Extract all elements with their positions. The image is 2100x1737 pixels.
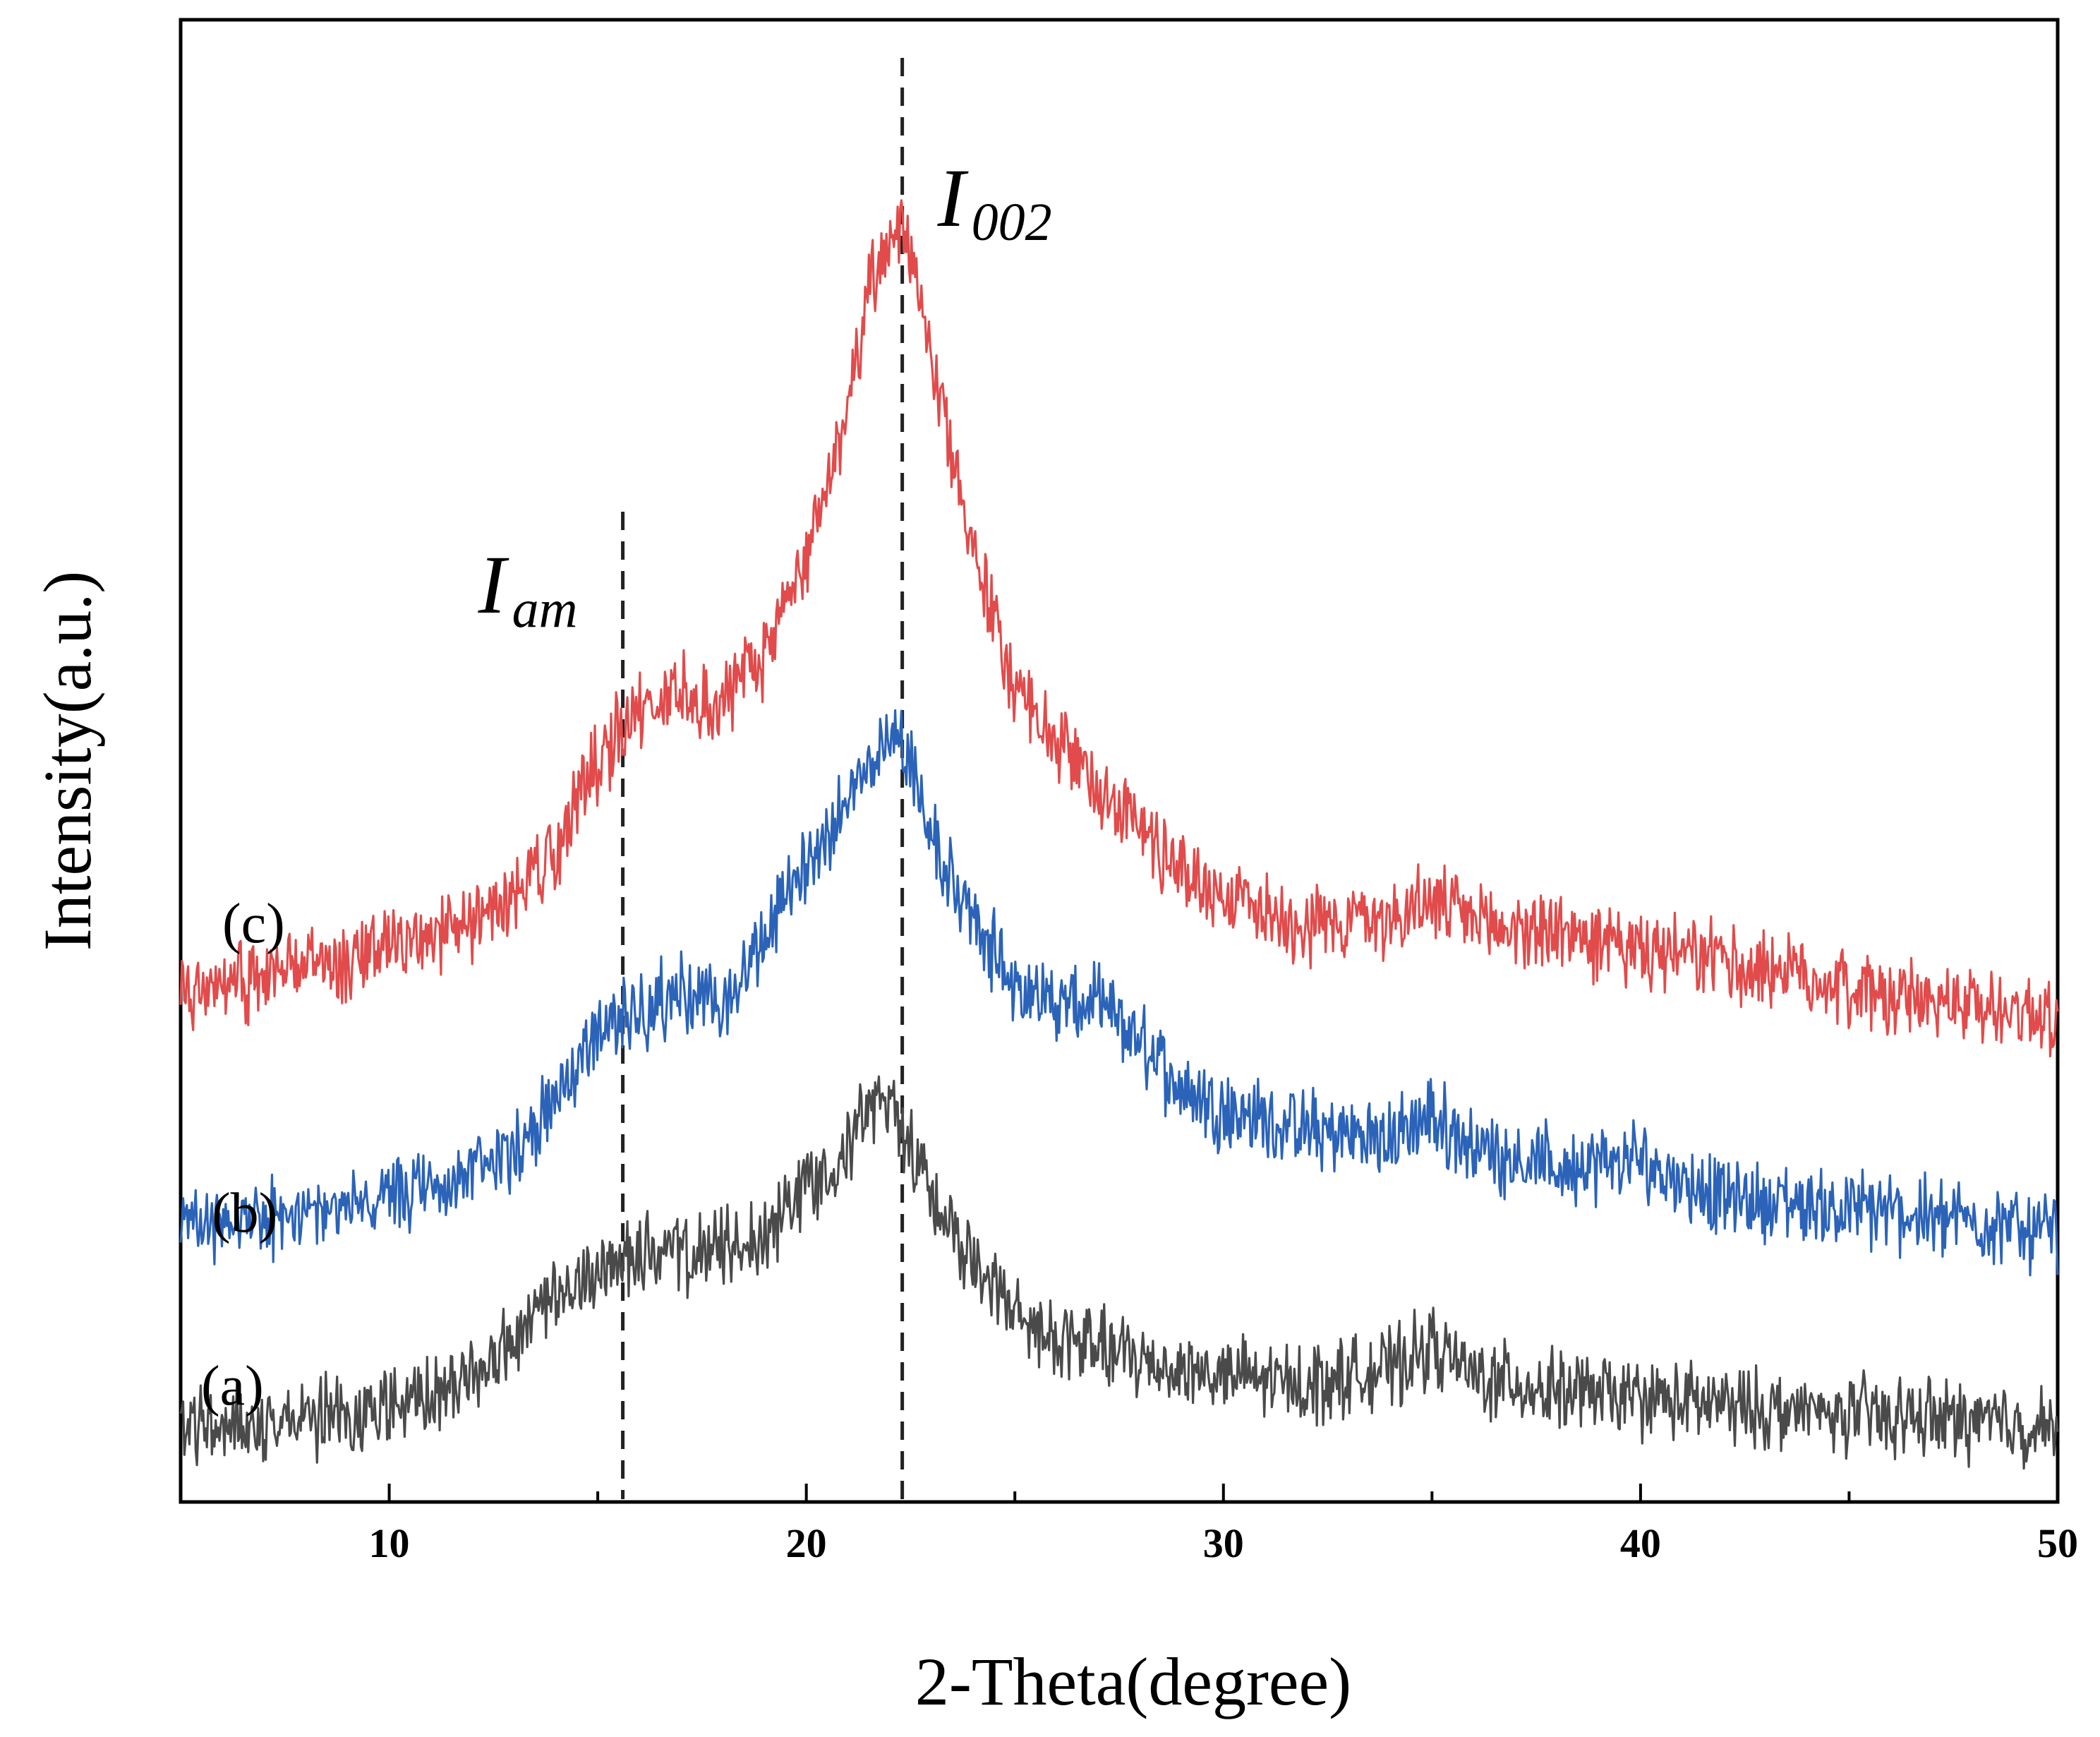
x-tick-label: 30 xyxy=(1203,1520,1244,1566)
x-axis-title: 2-Theta(degree) xyxy=(915,1644,1351,1719)
x-tick-label: 10 xyxy=(369,1520,410,1566)
annotation-am-subscript: am xyxy=(512,579,578,639)
x-tick-label: 20 xyxy=(786,1520,827,1566)
series-b-label: (b) xyxy=(212,1182,277,1244)
annotation-am: I xyxy=(478,539,509,631)
series-a-label: (a) xyxy=(201,1355,264,1417)
x-tick-label: 50 xyxy=(2037,1520,2078,1566)
series-c-line xyxy=(179,199,2059,1058)
series-b-line xyxy=(179,709,2059,1277)
series-a-line xyxy=(179,1075,2059,1470)
plot-frame xyxy=(179,18,2060,1504)
y-axis-title: Intensity(a.u.) xyxy=(30,571,105,951)
annotation-002-subscript: 002 xyxy=(972,193,1052,252)
x-tick-label: 40 xyxy=(1620,1520,1661,1566)
annotation-002: I xyxy=(937,152,969,244)
series-c-label: (c) xyxy=(222,893,285,955)
